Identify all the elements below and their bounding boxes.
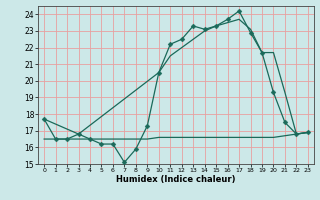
X-axis label: Humidex (Indice chaleur): Humidex (Indice chaleur) bbox=[116, 175, 236, 184]
